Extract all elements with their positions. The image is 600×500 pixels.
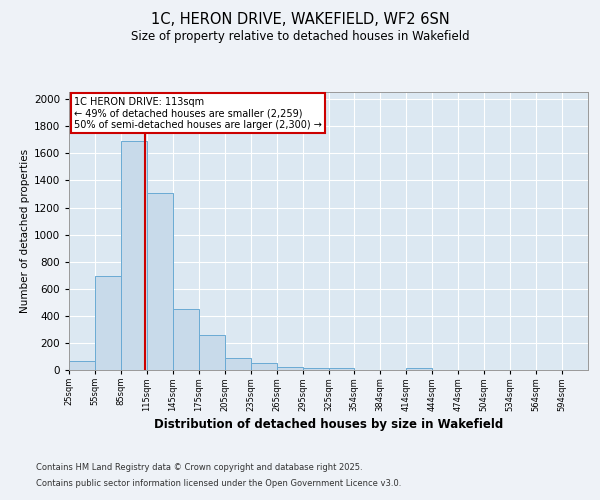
Bar: [406, 368, 432, 370]
Text: 1C, HERON DRIVE, WAKEFIELD, WF2 6SN: 1C, HERON DRIVE, WAKEFIELD, WF2 6SN: [151, 12, 449, 28]
Bar: [303, 368, 329, 370]
X-axis label: Distribution of detached houses by size in Wakefield: Distribution of detached houses by size …: [154, 418, 503, 431]
Text: Size of property relative to detached houses in Wakefield: Size of property relative to detached ho…: [131, 30, 469, 43]
Bar: [173, 309, 199, 370]
Text: Contains public sector information licensed under the Open Government Licence v3: Contains public sector information licen…: [36, 478, 401, 488]
Bar: [251, 362, 277, 370]
Bar: [329, 368, 354, 370]
Y-axis label: Number of detached properties: Number of detached properties: [20, 149, 29, 314]
Bar: [69, 361, 95, 370]
Text: 1C HERON DRIVE: 113sqm
← 49% of detached houses are smaller (2,259)
50% of semi-: 1C HERON DRIVE: 113sqm ← 49% of detached…: [74, 96, 322, 130]
Bar: [95, 276, 121, 370]
Bar: [277, 366, 303, 370]
Bar: [121, 141, 147, 370]
Bar: [147, 192, 173, 370]
Text: Contains HM Land Registry data © Crown copyright and database right 2025.: Contains HM Land Registry data © Crown c…: [36, 464, 362, 472]
Bar: [225, 358, 251, 370]
Bar: [199, 335, 225, 370]
